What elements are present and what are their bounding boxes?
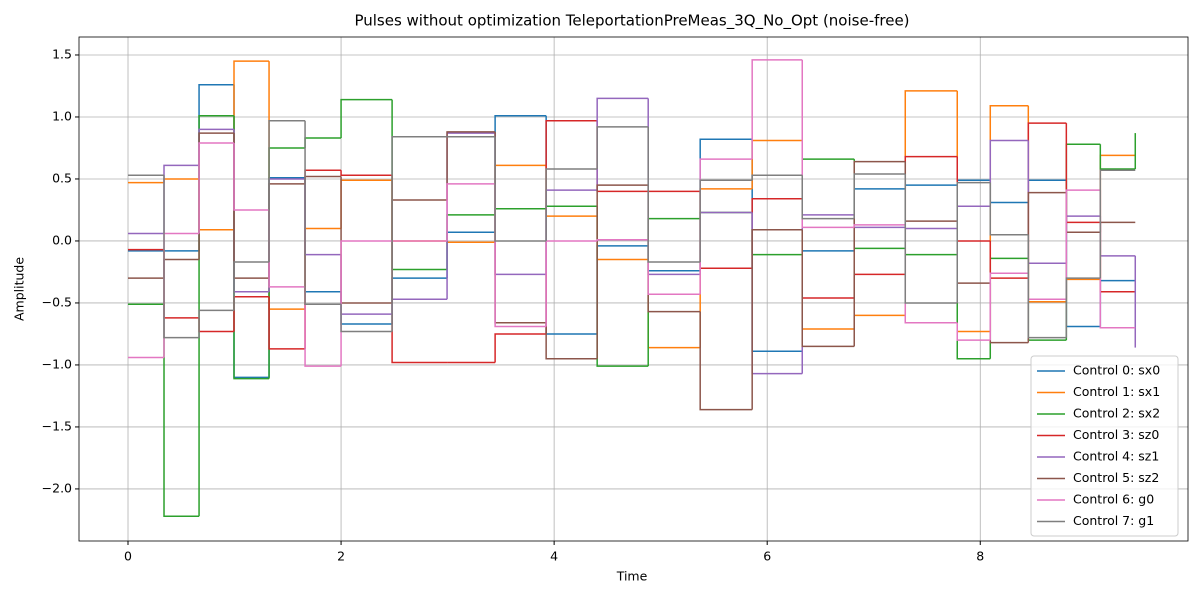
step-segment bbox=[1099, 169, 1136, 279]
step-segment bbox=[989, 182, 1029, 236]
step-segment bbox=[494, 136, 547, 242]
y-tick-label: 0.0 bbox=[52, 232, 72, 247]
x-tick-label: 8 bbox=[976, 549, 984, 564]
x-tick-label: 2 bbox=[337, 549, 345, 564]
step-segment bbox=[340, 98, 393, 139]
y-tick-label: 1.5 bbox=[52, 46, 72, 61]
step-segment bbox=[198, 114, 235, 517]
step-segment bbox=[1065, 189, 1101, 300]
step-segment bbox=[545, 240, 598, 327]
step-segment bbox=[304, 120, 342, 305]
legend-label: Control 0: sx0 bbox=[1073, 363, 1160, 378]
step-segment bbox=[163, 175, 200, 339]
y-tick-label: −1.0 bbox=[42, 356, 72, 371]
series bbox=[128, 119, 1136, 339]
step-segment bbox=[446, 131, 496, 201]
y-tick-label: −0.5 bbox=[42, 294, 72, 309]
step-segment bbox=[198, 142, 235, 234]
step-segment bbox=[340, 304, 393, 333]
step-segment bbox=[989, 272, 1029, 341]
step-segment bbox=[801, 59, 855, 229]
step-segment bbox=[545, 168, 598, 241]
step-segment bbox=[304, 286, 342, 367]
y-tick-label: −2.0 bbox=[42, 480, 72, 495]
legend-label: Control 6: g0 bbox=[1073, 492, 1154, 507]
legend-box bbox=[1030, 355, 1179, 537]
step-segment bbox=[163, 304, 200, 517]
step-segment bbox=[198, 309, 235, 338]
step-segment bbox=[801, 229, 855, 348]
step-segment bbox=[596, 184, 649, 359]
step-segment bbox=[446, 183, 496, 241]
step-segment bbox=[956, 181, 991, 303]
step-segment bbox=[699, 179, 753, 263]
step-segment bbox=[1027, 234, 1067, 339]
step-segment bbox=[853, 224, 906, 228]
step-segment bbox=[853, 173, 906, 219]
step-segment bbox=[391, 136, 448, 332]
step-segment bbox=[801, 175, 855, 220]
step-segment bbox=[233, 261, 270, 311]
legend-label: Control 4: sz1 bbox=[1073, 449, 1159, 464]
legend-label: Control 5: sz2 bbox=[1073, 470, 1159, 485]
step-segment bbox=[904, 174, 958, 304]
y-axis-label: Amplitude bbox=[12, 257, 27, 321]
x-tick-label: 4 bbox=[550, 549, 558, 564]
legend-label: Control 3: sz0 bbox=[1073, 427, 1159, 442]
chart-title: Pulses without optimization Teleportatio… bbox=[354, 12, 909, 31]
step-segment bbox=[751, 229, 803, 410]
legend-label: Control 7: g1 bbox=[1073, 513, 1154, 528]
step-segment bbox=[751, 174, 803, 181]
y-tick-label: 1.0 bbox=[52, 108, 72, 123]
step-segment bbox=[596, 126, 649, 170]
step-segment bbox=[1065, 277, 1101, 338]
step-segment bbox=[751, 59, 803, 160]
step-segment bbox=[268, 296, 306, 350]
x-tick-label: 0 bbox=[124, 549, 132, 564]
step-segment bbox=[956, 322, 991, 341]
plot-frame bbox=[78, 36, 1189, 542]
step-segment bbox=[853, 160, 906, 347]
step-segment bbox=[647, 126, 701, 263]
y-tick-label: 0.5 bbox=[52, 170, 72, 185]
step-segment bbox=[596, 238, 649, 241]
step-segment bbox=[545, 322, 598, 360]
legend-label: Control 2: sx2 bbox=[1073, 406, 1160, 421]
x-axis-label: Time bbox=[616, 569, 648, 584]
legend-label: Control 1: sx1 bbox=[1073, 384, 1160, 399]
y-tick-label: −1.5 bbox=[42, 418, 72, 433]
step-segment bbox=[699, 311, 753, 411]
step-segment bbox=[340, 170, 393, 176]
step-segment bbox=[233, 143, 270, 211]
step-segment bbox=[1099, 144, 1136, 170]
step-segment bbox=[494, 333, 547, 363]
x-tick-label: 6 bbox=[763, 549, 771, 564]
step-segment bbox=[268, 119, 306, 263]
